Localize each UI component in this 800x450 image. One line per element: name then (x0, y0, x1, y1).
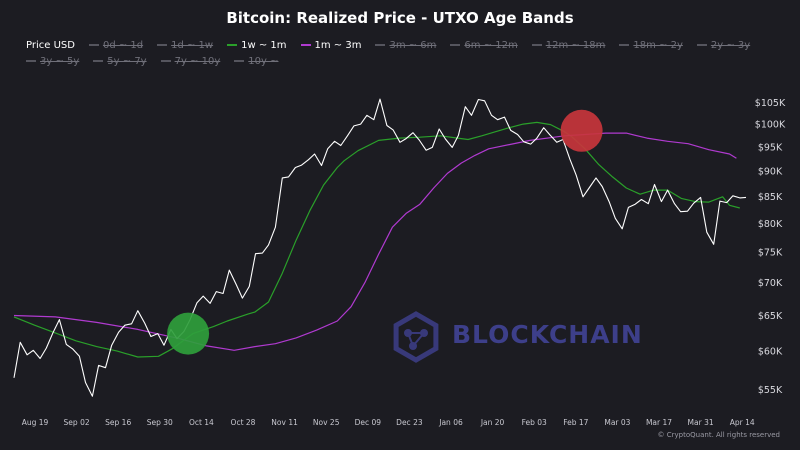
legend-swatch (26, 60, 36, 62)
x-tick-label: Jan 20 (480, 418, 505, 427)
x-tick-label: Nov 11 (271, 418, 298, 427)
chart-title: Bitcoin: Realized Price - UTXO Age Bands (226, 9, 574, 27)
legend-swatch (88, 44, 99, 46)
y-tick-label: $95K (758, 142, 783, 153)
legend-label: 2y ~ 3y (710, 39, 751, 51)
x-tick-label: Apr 14 (730, 418, 755, 427)
legend-label: 18m ~ 2y (633, 39, 683, 51)
x-tick-label: Feb 17 (563, 418, 588, 427)
legend-label: 5y ~ 7y (107, 55, 147, 67)
legend-item[interactable]: 7y ~ 10y (160, 55, 221, 67)
legend-label: 3y ~ 5y (40, 55, 80, 67)
y-tick-label: $80K (758, 219, 783, 230)
legend-swatch (375, 44, 386, 46)
legend-item[interactable]: 3m ~ 6m (375, 39, 436, 51)
legend-item[interactable]: Price USD (26, 39, 75, 51)
legend-swatch (450, 44, 461, 46)
y-tick-label: $60K (758, 347, 783, 358)
x-tick-label: Dec 09 (355, 418, 382, 427)
legend-item[interactable]: 12m ~ 18m (531, 39, 606, 51)
x-tick-label: Mar 03 (604, 418, 630, 427)
y-tick-label: $85K (758, 192, 783, 203)
legend-swatch (531, 44, 542, 46)
legend-item[interactable]: 5y ~ 7y (93, 55, 147, 67)
legend-item[interactable]: 0d ~ 1d (88, 39, 144, 51)
x-tick-label: Nov 25 (313, 418, 340, 427)
legend-label: 1w ~ 1m (241, 39, 287, 51)
legend-swatch (300, 44, 311, 46)
x-tick-label: Oct 28 (231, 418, 256, 427)
legend-item[interactable]: 3y ~ 5y (26, 55, 79, 67)
legend-item[interactable]: 6m ~ 12m (450, 39, 518, 51)
legend-label: 6m ~ 12m (464, 39, 518, 51)
legend-item[interactable]: 1m ~ 3m (300, 39, 362, 51)
legend-item[interactable]: 10y ~ (234, 55, 278, 67)
x-tick-label: Sep 30 (147, 418, 173, 427)
blockchain-logo-icon (393, 311, 439, 363)
legend-label: 1m ~ 3m (314, 39, 362, 51)
highlight-circle (167, 312, 210, 355)
legend-label: 3m ~ 6m (389, 39, 437, 51)
legend-item[interactable]: 18m ~ 2y (619, 39, 683, 51)
y-tick-label: $105K (755, 98, 786, 109)
watermark-text: BLOCKCHAIN (452, 320, 643, 349)
x-tick-label: Oct 14 (189, 418, 214, 427)
legend-label: 0d ~ 1d (102, 39, 144, 51)
x-tick-label: Sep 16 (105, 418, 131, 427)
legend-label: 10y ~ (248, 55, 279, 67)
x-tick-label: Feb 03 (522, 418, 547, 427)
highlight-circle (560, 109, 603, 152)
series-line-1w-1m (13, 121, 740, 358)
x-tick-label: Jan 06 (438, 418, 463, 427)
legend-label: Price USD (26, 39, 75, 51)
legend-swatch (157, 44, 168, 46)
x-tick-label: Dec 23 (396, 418, 423, 427)
x-tick-label: Sep 02 (64, 418, 90, 427)
legend-item[interactable]: 2y ~ 3y (696, 39, 751, 51)
legend-label: 12m ~ 18m (545, 39, 606, 51)
legend-item[interactable]: 1w ~ 1m (227, 39, 287, 51)
x-tick-label: Aug 19 (22, 418, 49, 427)
x-tick-label: Mar 17 (646, 418, 672, 427)
x-tick-label: Mar 31 (688, 418, 714, 427)
chart-legend: Price USD 0d ~ 1d 1d ~ 1w 1w ~ 1m 1m ~ 3m 3m … (26, 39, 796, 67)
legend-swatch (93, 60, 104, 62)
y-tick-label: $75K (758, 247, 783, 258)
y-tick-label: $100K (755, 120, 786, 131)
legend-swatch (619, 44, 630, 46)
legend-swatch (160, 60, 171, 62)
y-tick-label: $70K (758, 278, 783, 289)
series-line-price-usd (13, 98, 747, 397)
legend-item[interactable]: 1d ~ 1w (157, 39, 213, 51)
legend-swatch (227, 44, 238, 46)
legend-label: 1d ~ 1w (171, 39, 214, 51)
legend-swatch (234, 60, 245, 62)
legend-label: 7y ~ 10y (174, 55, 221, 67)
y-tick-label: $90K (758, 166, 783, 177)
y-tick-label: $65K (758, 311, 783, 322)
legend-swatch (696, 44, 707, 46)
y-tick-label: $55K (758, 385, 783, 396)
series-line-1m-3m (13, 132, 737, 351)
copyright-footer: © CryptoQuant. All rights reserved (657, 431, 780, 439)
